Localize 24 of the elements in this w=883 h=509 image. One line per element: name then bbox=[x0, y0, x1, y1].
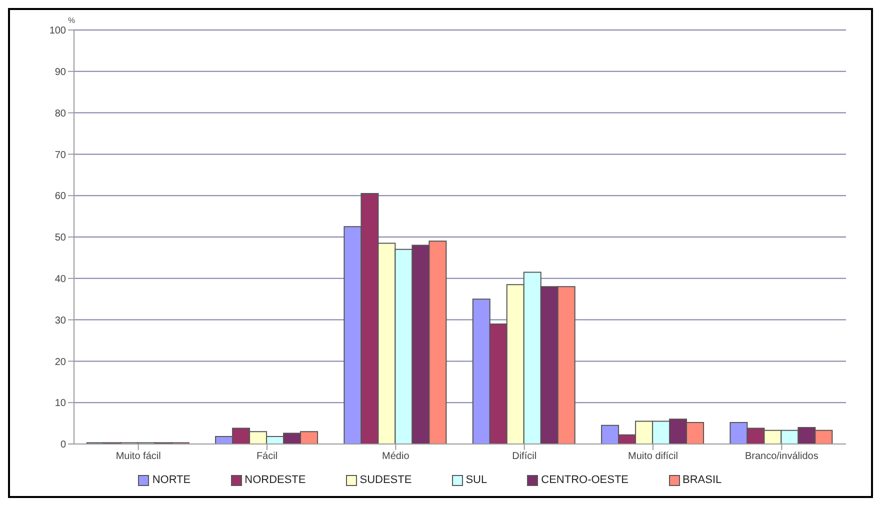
y-tick-label: 40 bbox=[54, 274, 66, 285]
y-tick-label: 80 bbox=[54, 108, 66, 120]
y-tick-label: 50 bbox=[54, 232, 66, 244]
y-tick-label: 20 bbox=[54, 356, 66, 368]
legend-label: CENTRO-OESTE bbox=[540, 474, 629, 486]
x-tick-label: Fácil bbox=[256, 451, 278, 462]
y-tick-label: 60 bbox=[54, 191, 66, 202]
y-tick-label: 100 bbox=[49, 26, 66, 37]
legend-label: BRASIL bbox=[682, 474, 722, 486]
y-tick-label: 30 bbox=[54, 315, 66, 326]
legend-label: NORTE bbox=[151, 474, 191, 486]
legend-label: SUDESTE bbox=[358, 474, 412, 486]
x-tick-label: Muito fácil bbox=[116, 451, 161, 462]
y-tick-label: 70 bbox=[54, 150, 66, 161]
y-tick-label: 10 bbox=[54, 398, 66, 410]
y-axis-title: % bbox=[68, 16, 76, 25]
x-tick-label: Médio bbox=[382, 451, 410, 462]
legend-label: NORDESTE bbox=[244, 474, 306, 486]
x-tick-label: Difícil bbox=[512, 451, 537, 462]
y-tick-label: 0 bbox=[60, 440, 66, 451]
y-tick-label: 90 bbox=[54, 66, 66, 78]
x-tick-label: Branco/inválidos bbox=[744, 451, 818, 462]
x-tick-label: Muito difícil bbox=[628, 451, 678, 462]
legend-label: SUL bbox=[464, 474, 488, 486]
